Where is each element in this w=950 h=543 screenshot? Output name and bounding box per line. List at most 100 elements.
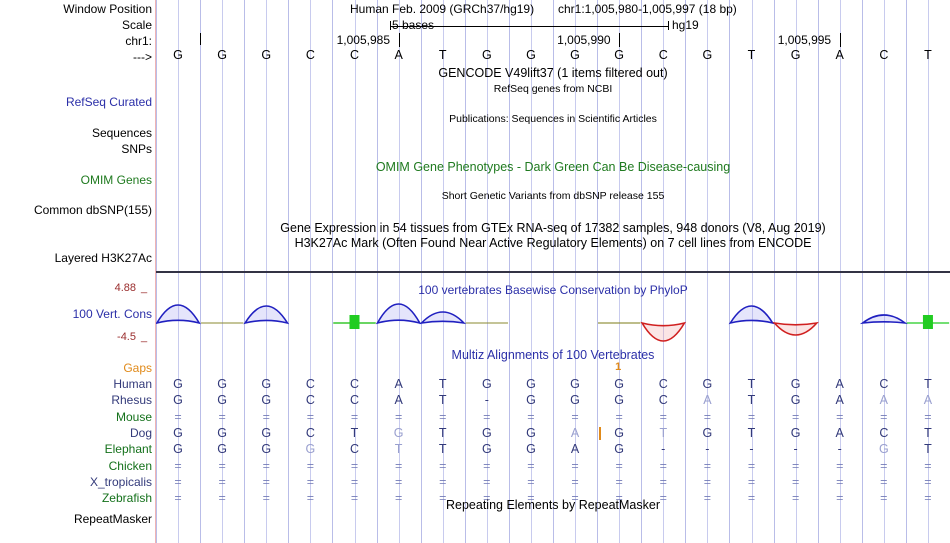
track-title-publications: Publications: Sequences in Scientific Ar… (449, 113, 657, 125)
alignment-base: A (570, 442, 580, 457)
alignment-base: A (835, 393, 844, 408)
alignment-base: A (879, 393, 888, 408)
cons-axis-min-tick: _ (141, 331, 148, 343)
species-label-dog: Dog (129, 425, 152, 440)
label-snps: SNPs (121, 142, 152, 156)
alignment-gap-line: = (791, 491, 800, 506)
label-gaps: Gaps (123, 361, 152, 375)
alignment-gap-line: = (483, 409, 491, 424)
alignment-base: - (484, 393, 489, 408)
alignment-gap-line: = (924, 491, 932, 506)
track-title-refseq: RefSeq genes from NCBI (493, 83, 613, 95)
label-common-dbsnp: Common dbSNP(155) (33, 203, 152, 217)
coordinate-tick (398, 33, 400, 47)
alignment-base: C (879, 425, 889, 440)
conservation-plot (156, 303, 950, 342)
assembly-db-label: hg19 (672, 18, 699, 32)
alignment-base: G (481, 425, 492, 440)
alignment-base: C (305, 425, 315, 440)
alignment-base: G (217, 425, 228, 440)
label-layered-h3k27ac: Layered H3K27Ac (54, 251, 152, 265)
alignment-gap-line: = (571, 474, 579, 489)
alignment-base: G (173, 442, 183, 457)
alignment-base: A (835, 377, 844, 391)
alignment-base: C (349, 442, 360, 457)
alignment-gap-line: = (394, 409, 403, 424)
reference-base: A (394, 48, 403, 62)
alignment-base: T (747, 425, 756, 440)
alignment-base: G (173, 377, 183, 391)
alignment-gap-line: = (306, 474, 315, 489)
label-strand-arrow: ---> (133, 50, 152, 64)
reference-base: G (790, 48, 801, 62)
conservation-bar (728, 305, 775, 325)
alignment-gap-line: = (924, 409, 932, 424)
label-100-vert-cons: 100 Vert. Cons (72, 307, 152, 321)
alignment-base: C (879, 377, 889, 391)
alignment-base: G (261, 377, 272, 391)
alignment-gap-line: = (836, 474, 844, 489)
alignment-base: G (614, 425, 625, 440)
conservation-bar (419, 311, 467, 325)
alignment-base: - (837, 442, 842, 457)
alignment-gap-line: = (703, 491, 712, 506)
alignment-base: G (878, 442, 889, 457)
alignment-gap-line: = (483, 474, 491, 489)
alignment-gap-line: = (659, 474, 667, 489)
conservation-bar (640, 321, 687, 342)
alignment-base: T (350, 425, 359, 440)
scale-bar-label: 5 bases (392, 18, 435, 32)
coordinate-tick-label: 1,005,990 (557, 33, 611, 47)
alignment-base: G (481, 442, 492, 457)
alignment-base: T (394, 442, 403, 457)
scale-bar-right-cap (667, 21, 669, 30)
label-refseq-curated: RefSeq Curated (65, 95, 152, 109)
alignment-base: G (261, 425, 272, 440)
alignment-base: - (661, 442, 666, 457)
alignment-gap-line: = (350, 458, 359, 473)
cons-axis-max-tick: _ (141, 282, 148, 294)
alignment-gap-line: = (218, 491, 226, 506)
reference-base: T (924, 48, 932, 62)
alignment-gap-line: = (836, 491, 844, 506)
alignment-base: C (658, 393, 668, 408)
reference-base: C (305, 48, 315, 62)
alignment-base: G (217, 442, 228, 457)
alignment-gap-line: = (174, 409, 182, 424)
alignment-gap-line: = (439, 474, 447, 489)
cons-axis-max: 4.88 (114, 282, 136, 294)
gap-insert-tick (599, 426, 602, 440)
label-window-position: Window Position (63, 2, 152, 16)
alignment-base: T (924, 377, 932, 391)
alignment-base: A (570, 425, 580, 440)
alignment-gap-line: = (394, 458, 403, 473)
alignment-base: G (526, 442, 536, 457)
alignment-base: T (438, 442, 447, 457)
track-title-multiz: Multiz Alignments of 100 Vertebrates (451, 348, 655, 362)
alignment-base: C (305, 377, 315, 391)
track-title-gencode: GENCODE V49lift37 (1 items filtered out) (438, 66, 668, 80)
conservation-track-top-border (156, 271, 950, 273)
coordinate-tick-label: 1,005,995 (777, 33, 832, 47)
alignment-gap-line: = (571, 409, 579, 424)
alignment-gap-line: = (439, 491, 447, 506)
alignment-gap-line: = (791, 458, 800, 473)
alignment-base: G (702, 425, 713, 440)
species-label-human: Human (113, 377, 152, 391)
reference-base: C (658, 48, 668, 62)
reference-base: G (261, 48, 272, 62)
alignment-base: G (217, 377, 228, 391)
alignment-base: - (749, 442, 754, 457)
coordinate-tick (619, 33, 621, 47)
conservation-bar (772, 321, 819, 336)
alignment-gap-line: = (262, 409, 270, 424)
coordinate-tick (839, 33, 841, 47)
scale-bar-left-cap (389, 21, 391, 30)
alignment-base: G (393, 425, 404, 440)
alignment-gap-line: = (747, 458, 756, 473)
alignment-gap-line: = (659, 491, 667, 506)
alignment-base: G (526, 425, 536, 440)
alignment-base: - (705, 442, 710, 457)
alignment-base: A (835, 425, 844, 440)
